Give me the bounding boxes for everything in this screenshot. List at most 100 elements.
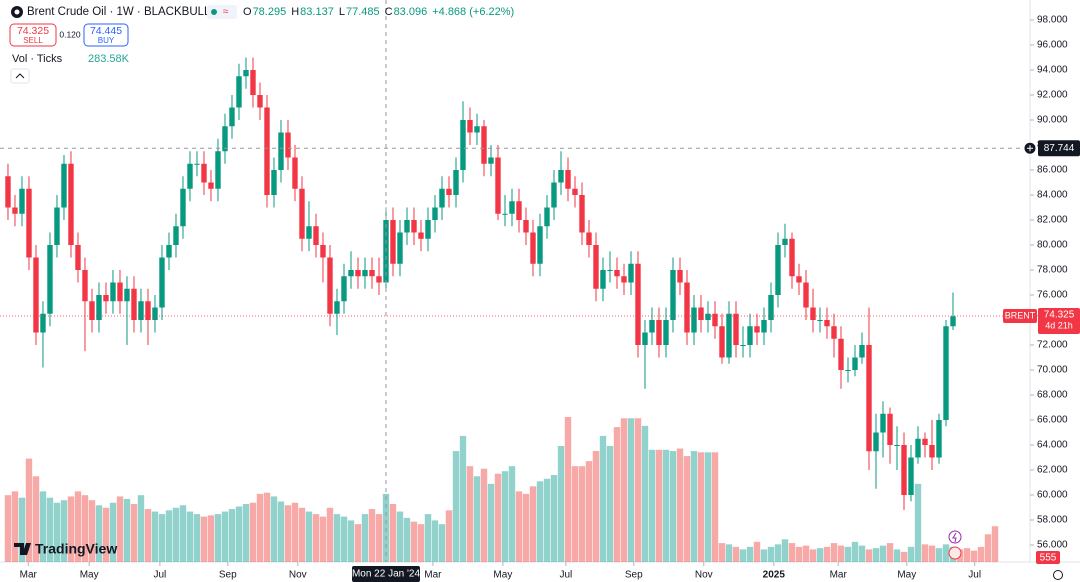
volume-bar bbox=[228, 509, 236, 562]
status-badge[interactable] bbox=[207, 5, 237, 19]
candle-body bbox=[579, 195, 585, 233]
candle-body bbox=[124, 288, 130, 302]
candle-body bbox=[544, 207, 550, 227]
candle-body bbox=[817, 320, 823, 321]
candle-body bbox=[747, 326, 753, 345]
volume-bar bbox=[578, 466, 586, 562]
candle-body bbox=[691, 307, 697, 333]
volume-bar bbox=[340, 516, 348, 562]
volume-bar bbox=[32, 476, 40, 562]
buy-label[interactable]: BUY bbox=[98, 36, 115, 45]
volume-bar bbox=[515, 491, 523, 562]
x-tick-label: Jul bbox=[559, 570, 572, 581]
volume-bar bbox=[550, 475, 558, 562]
volume-bar bbox=[732, 546, 740, 562]
y-tick-label: 68.000 bbox=[1037, 390, 1068, 401]
candle-body bbox=[908, 457, 914, 495]
volume-bar bbox=[67, 496, 75, 562]
volume-bar bbox=[655, 449, 663, 562]
crosshair-date-bg bbox=[351, 566, 420, 582]
candle-body bbox=[327, 257, 333, 314]
volume-bar bbox=[571, 466, 579, 562]
volume-bar bbox=[109, 502, 117, 562]
x-tick-label: May bbox=[897, 570, 916, 581]
candle-body bbox=[943, 326, 949, 420]
candle-body bbox=[271, 170, 277, 195]
sell-button[interactable] bbox=[9, 23, 57, 47]
volume-bar bbox=[452, 451, 460, 562]
volume-bar bbox=[977, 546, 985, 562]
candle-body bbox=[586, 232, 592, 245]
candle-body bbox=[222, 126, 228, 152]
volume-bar bbox=[970, 550, 978, 562]
candle-body bbox=[887, 413, 893, 445]
economic-icon[interactable] bbox=[948, 546, 962, 560]
spread: 0.120 bbox=[59, 29, 81, 39]
candle-body bbox=[201, 163, 207, 183]
candle-body bbox=[61, 163, 67, 208]
volume-bar bbox=[123, 498, 131, 562]
candle-body bbox=[138, 301, 144, 320]
volume-bar bbox=[711, 452, 719, 562]
y-tick-label: 92.000 bbox=[1037, 90, 1068, 101]
collapse-button[interactable] bbox=[10, 68, 30, 84]
volume-bar bbox=[172, 507, 180, 562]
volume-bar bbox=[851, 541, 859, 562]
volume-bar bbox=[704, 452, 712, 562]
candle-body bbox=[775, 245, 781, 295]
volume-bar bbox=[753, 541, 761, 562]
candle-body bbox=[285, 132, 291, 158]
candle-body bbox=[390, 220, 396, 264]
candle-body bbox=[355, 270, 361, 277]
symbol-icon-dot bbox=[14, 9, 20, 15]
volume-bar bbox=[46, 497, 54, 562]
volume-bar bbox=[942, 544, 950, 562]
ohlc-value: 77.485 bbox=[346, 6, 380, 18]
events-icon[interactable] bbox=[948, 530, 962, 544]
candle-body bbox=[446, 188, 452, 195]
candle-body bbox=[264, 107, 270, 195]
settings-icon[interactable] bbox=[1053, 570, 1063, 580]
crosshair-date: Mon 22 Jan '24 bbox=[352, 569, 421, 580]
volume-bar bbox=[473, 476, 481, 562]
candle-body bbox=[719, 326, 725, 358]
volume-bar bbox=[270, 496, 278, 562]
candle-body bbox=[439, 188, 445, 208]
badge: 555 bbox=[1040, 553, 1057, 564]
volume-title: Vol · Ticks bbox=[12, 53, 63, 65]
events-icon-bolt bbox=[952, 532, 957, 543]
sell-price[interactable]: 74.325 bbox=[17, 25, 49, 37]
volume-bar bbox=[984, 534, 992, 562]
volume-value: 283.58K bbox=[88, 53, 130, 65]
candle-body bbox=[194, 163, 200, 165]
volume-bar bbox=[214, 514, 222, 562]
volume-bar bbox=[886, 543, 894, 562]
volume-bar bbox=[151, 511, 159, 562]
sell-label[interactable]: SELL bbox=[23, 36, 43, 45]
volume-bar bbox=[837, 545, 845, 562]
volume-bar bbox=[284, 505, 292, 562]
volume-bar bbox=[529, 486, 537, 562]
volume-bar bbox=[543, 478, 551, 562]
candle-body bbox=[40, 313, 46, 333]
volume-bar bbox=[144, 509, 152, 562]
candle-body bbox=[705, 313, 711, 320]
y-tick-label: 60.000 bbox=[1037, 490, 1068, 501]
candle-body bbox=[33, 257, 39, 333]
volume-bar bbox=[746, 546, 754, 562]
symbol-title[interactable]: Brent Crude Oil · 1W · BLACKBULL bbox=[27, 6, 211, 18]
candle-body bbox=[859, 345, 865, 358]
buy-price[interactable]: 74.445 bbox=[90, 25, 122, 37]
volume-bar bbox=[606, 446, 614, 562]
volume-bar bbox=[823, 546, 831, 562]
volume-bar bbox=[795, 546, 803, 562]
candle-body bbox=[642, 332, 648, 345]
volume-bar bbox=[389, 504, 397, 562]
candle-body bbox=[761, 320, 767, 333]
volume-bar bbox=[347, 520, 355, 562]
volume-bar bbox=[585, 461, 593, 562]
volume-bar bbox=[893, 549, 901, 562]
volume-bar bbox=[60, 500, 68, 562]
buy-button[interactable] bbox=[83, 23, 129, 47]
